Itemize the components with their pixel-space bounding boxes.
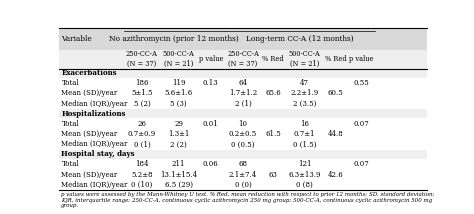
Text: 0.2±0.5: 0.2±0.5 <box>229 130 257 138</box>
Text: 0.07: 0.07 <box>354 160 369 168</box>
Text: 6.5 (29): 6.5 (29) <box>164 181 192 189</box>
Text: No azithromycin (prior 12 months): No azithromycin (prior 12 months) <box>109 35 239 43</box>
Text: Total: Total <box>62 120 79 128</box>
Text: 5 (3): 5 (3) <box>170 100 187 108</box>
Text: Total: Total <box>62 160 79 168</box>
Text: 0.06: 0.06 <box>203 160 219 168</box>
Text: 186: 186 <box>135 79 149 87</box>
Text: Total: Total <box>62 79 79 87</box>
Text: 16: 16 <box>300 120 309 128</box>
Text: 13.1±15.4: 13.1±15.4 <box>160 171 197 178</box>
Text: 0.01: 0.01 <box>203 120 219 128</box>
Text: % Red: % Red <box>263 55 284 63</box>
Bar <box>59 50 427 68</box>
Text: Long-term CC-A (12 months): Long-term CC-A (12 months) <box>246 35 354 43</box>
Text: 2 (2): 2 (2) <box>170 140 187 148</box>
Text: Variable: Variable <box>62 35 92 43</box>
Bar <box>59 119 427 129</box>
Text: 2 (1): 2 (1) <box>235 100 251 108</box>
Text: Exacerbations: Exacerbations <box>62 69 117 77</box>
Text: p value: p value <box>199 55 223 63</box>
Text: 5.2±8: 5.2±8 <box>131 171 153 178</box>
Text: Hospitalizations: Hospitalizations <box>62 110 126 118</box>
Text: 29: 29 <box>174 120 183 128</box>
Bar <box>59 68 427 78</box>
Text: 5 (2): 5 (2) <box>134 100 150 108</box>
Text: 0.7±0.9: 0.7±0.9 <box>128 130 156 138</box>
Bar <box>59 109 427 119</box>
Text: Median (IQR)/year: Median (IQR)/year <box>62 140 128 148</box>
Text: 63: 63 <box>269 171 278 178</box>
Text: 68: 68 <box>238 160 247 168</box>
Bar <box>59 28 427 50</box>
Text: 64: 64 <box>238 79 247 87</box>
Text: 47: 47 <box>300 79 309 87</box>
Text: 500-CC-A
(N = 21): 500-CC-A (N = 21) <box>289 51 320 68</box>
Bar <box>59 139 427 150</box>
Bar <box>59 99 427 109</box>
Text: 10: 10 <box>238 120 247 128</box>
Text: 0 (8): 0 (8) <box>296 181 313 189</box>
Text: 65.6: 65.6 <box>265 89 281 98</box>
Text: 42.6: 42.6 <box>328 171 344 178</box>
Text: 0 (10): 0 (10) <box>131 181 153 189</box>
Text: 250-CC-A
(N = 37): 250-CC-A (N = 37) <box>227 51 259 68</box>
Text: p values were assessed by the Mann-Whitney U test. % Red, mean reduction with re: p values were assessed by the Mann-Whitn… <box>61 192 435 208</box>
Text: 119: 119 <box>172 79 185 87</box>
Text: 184: 184 <box>135 160 149 168</box>
Text: 2.2±1.9: 2.2±1.9 <box>291 89 319 98</box>
Text: 1.3±1: 1.3±1 <box>168 130 189 138</box>
Text: Mean (SD)/year: Mean (SD)/year <box>62 171 118 178</box>
Text: 0 (1.5): 0 (1.5) <box>293 140 316 148</box>
Text: 61.5: 61.5 <box>265 130 281 138</box>
Text: Mean (SD)/year: Mean (SD)/year <box>62 89 118 98</box>
Text: 500-CC-A
(N = 21): 500-CC-A (N = 21) <box>163 51 194 68</box>
Text: 0 (0.5): 0 (0.5) <box>231 140 255 148</box>
Text: 0 (1): 0 (1) <box>134 140 150 148</box>
Text: 5±1.5: 5±1.5 <box>131 89 153 98</box>
Text: 0.7±1: 0.7±1 <box>294 130 315 138</box>
Text: 60.5: 60.5 <box>328 89 344 98</box>
Text: 6.3±13.9: 6.3±13.9 <box>288 171 321 178</box>
Text: 26: 26 <box>137 120 146 128</box>
Text: p value: p value <box>349 55 374 63</box>
Bar <box>59 150 427 159</box>
Bar <box>59 180 427 190</box>
Text: 121: 121 <box>298 160 311 168</box>
Text: % Red: % Red <box>325 55 346 63</box>
Text: Median (IQR)/year: Median (IQR)/year <box>62 100 128 108</box>
Text: 2 (3.5): 2 (3.5) <box>293 100 316 108</box>
Bar <box>59 129 427 139</box>
Text: 211: 211 <box>172 160 185 168</box>
Text: Hospital stay, days: Hospital stay, days <box>62 150 135 158</box>
Bar <box>59 169 427 180</box>
Bar <box>59 88 427 99</box>
Text: 1.7±1.2: 1.7±1.2 <box>229 89 257 98</box>
Text: 250-CC-A
(N = 37): 250-CC-A (N = 37) <box>126 51 158 68</box>
Text: Median (IQR)/year: Median (IQR)/year <box>62 181 128 189</box>
Text: 0 (0): 0 (0) <box>235 181 251 189</box>
Text: Mean (SD)/year: Mean (SD)/year <box>62 130 118 138</box>
Text: 5.6±1.6: 5.6±1.6 <box>164 89 193 98</box>
Text: 0.55: 0.55 <box>354 79 369 87</box>
Bar <box>59 78 427 88</box>
Text: 44.8: 44.8 <box>328 130 344 138</box>
Text: 0.07: 0.07 <box>354 120 369 128</box>
Text: 0.13: 0.13 <box>203 79 219 87</box>
Bar <box>59 159 427 169</box>
Text: 2.1±7.4: 2.1±7.4 <box>229 171 257 178</box>
